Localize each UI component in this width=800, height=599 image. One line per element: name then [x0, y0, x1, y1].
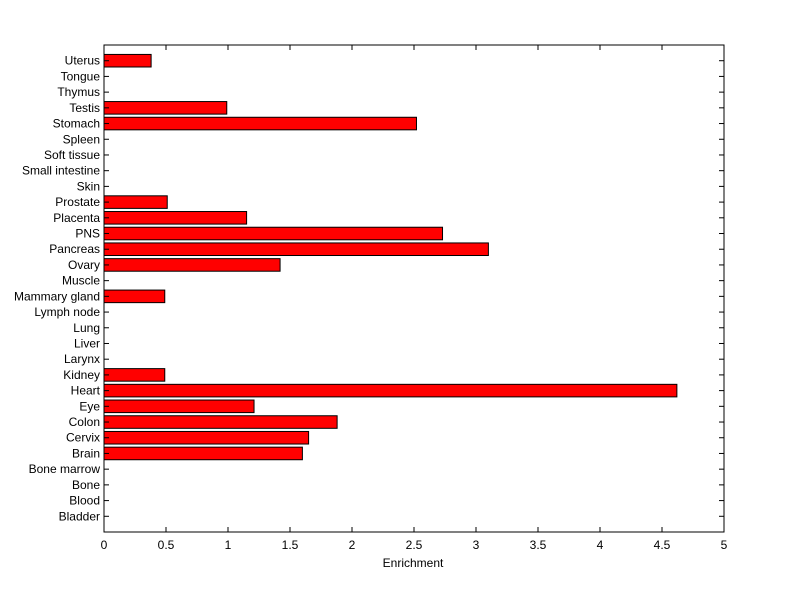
bar	[103, 383, 678, 398]
x-tick-label: 4	[597, 538, 604, 552]
category-label: Spleen	[63, 132, 100, 146]
category-label: Cervix	[66, 431, 100, 445]
x-tick-label: 1	[225, 538, 232, 552]
bar	[103, 211, 248, 225]
category-label: Mammary gland	[14, 289, 100, 303]
x-axis-label: Enrichment	[383, 556, 444, 570]
category-label: Eye	[79, 399, 100, 413]
category-label: Kidney	[63, 368, 100, 382]
bar	[103, 195, 168, 209]
category-label: Brain	[72, 446, 100, 460]
bar	[103, 242, 489, 257]
x-tick-label: 5	[721, 538, 728, 552]
x-tick-label: 1.5	[282, 538, 299, 552]
category-label: Stomach	[53, 117, 100, 131]
x-tick-label: 2.5	[406, 538, 423, 552]
category-label: Pancreas	[49, 242, 100, 256]
category-label: Placenta	[53, 211, 100, 225]
category-label: Heart	[71, 384, 101, 398]
category-label: Bladder	[59, 509, 100, 523]
category-label: Uterus	[65, 54, 100, 68]
x-tick-label: 4.5	[654, 538, 671, 552]
x-tick-label: 0.5	[158, 538, 175, 552]
bar	[103, 289, 166, 304]
bar	[103, 368, 166, 382]
category-label: Lung	[73, 321, 100, 335]
bar	[103, 53, 152, 68]
category-label: Testis	[69, 101, 100, 115]
category-label: Blood	[69, 494, 100, 508]
category-label: Muscle	[62, 274, 100, 288]
category-label: Lymph node	[34, 305, 100, 319]
category-label: Skin	[77, 179, 100, 193]
category-label: Ovary	[68, 258, 100, 272]
category-label: Liver	[74, 336, 100, 350]
category-label: Bone	[72, 478, 100, 492]
x-tick-label: 3	[473, 538, 480, 552]
bar	[103, 226, 444, 241]
bar	[103, 446, 303, 461]
x-tick-label: 2	[349, 538, 356, 552]
x-tick-labels-group: 0 0.5 1 1.5 2 2.5 3 3.5 4 4.5 5	[101, 538, 728, 552]
category-label: Thymus	[57, 85, 100, 99]
x-tick-label: 3.5	[530, 538, 547, 552]
category-label: Soft tissue	[44, 148, 100, 162]
category-label: Small intestine	[22, 164, 100, 178]
category-label: Bone marrow	[29, 462, 101, 476]
category-label: PNS	[75, 227, 100, 241]
bar	[103, 430, 310, 445]
x-tick-label: 0	[101, 538, 108, 552]
ticks-group	[103, 45, 725, 532]
bar	[103, 415, 338, 429]
category-label: Larynx	[64, 352, 100, 366]
category-label: Prostate	[55, 195, 100, 209]
category-label: Colon	[69, 415, 100, 429]
bar	[103, 116, 417, 131]
bar	[103, 258, 281, 272]
category-label: Tongue	[61, 69, 101, 83]
bars-group	[103, 53, 678, 461]
bar	[103, 101, 228, 115]
bar	[103, 399, 255, 414]
